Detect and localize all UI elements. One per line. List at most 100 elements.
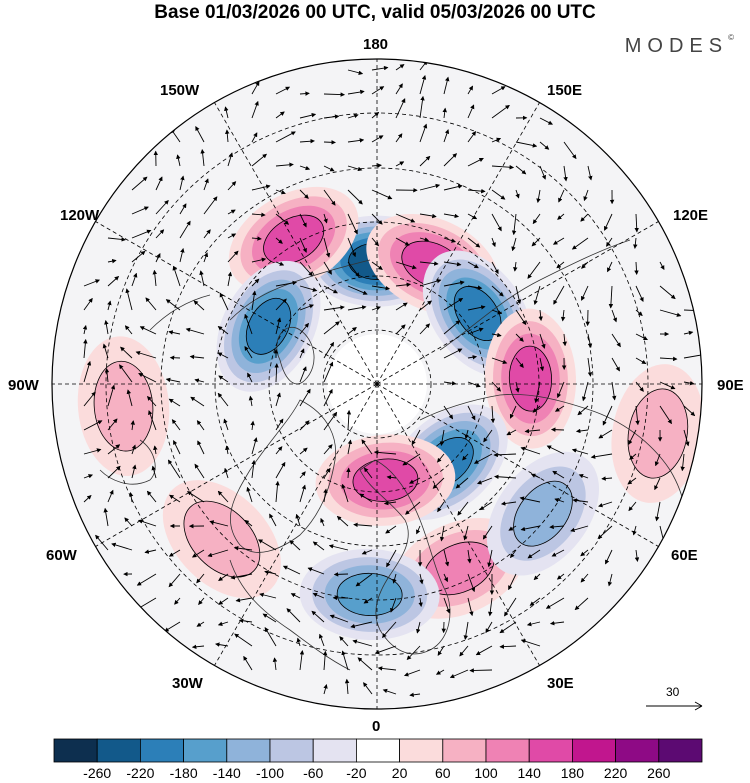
wind-arrow xyxy=(395,64,405,71)
wind-arrow xyxy=(131,176,148,191)
wind-arrow xyxy=(633,237,638,249)
wind-arrow xyxy=(491,357,508,364)
wind-arrow xyxy=(371,285,391,291)
wind-arrow xyxy=(165,299,181,311)
brand-name: MODES xyxy=(624,35,729,57)
wind-arrow xyxy=(683,405,696,417)
wind-arrow xyxy=(488,597,493,617)
wind-arrow xyxy=(347,138,365,143)
wind-arrow xyxy=(275,162,294,167)
wind-arrow xyxy=(227,209,236,215)
wind-arrow xyxy=(515,309,527,326)
wind-arrow xyxy=(419,278,442,287)
wind-arrow xyxy=(611,309,618,323)
wind-arrow xyxy=(169,494,181,503)
wind-arrow xyxy=(347,237,357,258)
wind-arrow xyxy=(107,237,126,242)
wind-arrow xyxy=(467,597,474,617)
wind-arrow xyxy=(333,572,349,577)
wind-arrow xyxy=(499,621,517,634)
label-lon-90e: 90E xyxy=(717,377,744,394)
wind-arrow xyxy=(608,285,614,309)
wind-arrow xyxy=(323,341,334,359)
wind-arrow xyxy=(439,429,445,447)
wind-arrow xyxy=(246,486,253,503)
wind-arrow xyxy=(563,165,568,182)
wind-arrow xyxy=(500,501,517,506)
wind-arrow xyxy=(554,405,565,412)
wind-arrow xyxy=(299,322,309,335)
wind-arrow xyxy=(251,290,257,311)
wind-arrow xyxy=(419,300,432,311)
wind-arrow xyxy=(419,573,424,585)
wind-arrow xyxy=(580,573,589,583)
wind-arrow xyxy=(363,467,373,479)
wind-arrow xyxy=(659,309,682,317)
wind-arrow xyxy=(405,501,421,515)
wind-arrow xyxy=(102,343,109,359)
wind-arrow xyxy=(515,333,524,342)
wind-arrow xyxy=(467,355,478,360)
wind-arrow xyxy=(275,280,298,287)
wind-arrow xyxy=(510,549,517,559)
wind-arrow xyxy=(131,464,137,479)
wind-arrow xyxy=(437,453,445,463)
wind-arrow xyxy=(580,213,589,222)
wind-arrow xyxy=(137,519,157,527)
wind-arrow xyxy=(347,261,360,278)
wind-arrow xyxy=(272,657,278,671)
wind-arrow xyxy=(83,338,88,359)
wind-arrow xyxy=(611,357,620,372)
wind-arrow xyxy=(411,429,421,446)
wind-arrow xyxy=(347,89,365,95)
wind-arrow xyxy=(146,490,157,503)
wind-arrow xyxy=(604,213,613,231)
wind-arrow xyxy=(243,655,253,671)
wind-arrow xyxy=(323,411,338,431)
wind-arrow xyxy=(395,302,408,311)
wind-arrow xyxy=(597,525,613,540)
wind-arrow xyxy=(395,98,406,119)
wind-arrow xyxy=(189,354,205,360)
wind-arrow xyxy=(463,525,469,541)
wind-arrow xyxy=(299,189,309,199)
wind-arrow xyxy=(203,229,211,239)
wind-arrow xyxy=(683,330,694,336)
wind-arrow xyxy=(299,261,313,277)
wind-arrow xyxy=(377,666,397,671)
wind-arrow xyxy=(199,270,205,287)
wind-arrow xyxy=(386,549,397,568)
wind-arrow xyxy=(491,86,506,95)
wind-arrow xyxy=(602,405,613,426)
wind-arrow xyxy=(578,473,589,479)
wind-arrow xyxy=(443,381,457,386)
wind-arrow xyxy=(455,477,469,489)
wind-arrow xyxy=(139,326,157,335)
wind-arrow xyxy=(487,549,493,568)
wind-arrow xyxy=(194,463,205,479)
label-lon-150e: 150E xyxy=(547,82,583,99)
wind-arrow xyxy=(443,597,451,614)
wind-arrow xyxy=(477,477,493,485)
wind-arrow xyxy=(683,380,695,386)
wind-arrow xyxy=(219,292,229,311)
wind-arrow xyxy=(467,104,475,119)
label-lon-120e: 120E xyxy=(673,207,709,224)
wind-arrow xyxy=(493,452,517,458)
wind-arrow xyxy=(144,549,157,554)
wind-arrow xyxy=(151,465,157,479)
wind-arrow xyxy=(467,85,473,95)
wind-arrow xyxy=(545,597,565,609)
wind-arrow xyxy=(419,183,441,191)
wind-arrow xyxy=(395,133,403,143)
wind-arrow xyxy=(390,597,397,613)
wind-arrow xyxy=(227,233,237,239)
wind-arrow xyxy=(587,333,593,349)
wind-arrow xyxy=(104,367,110,383)
meridian-line xyxy=(214,383,378,666)
wind-arrow xyxy=(504,597,517,617)
wind-arrow xyxy=(526,621,541,627)
wind-arrow xyxy=(323,683,328,695)
wind-arrow xyxy=(176,154,181,167)
wind-arrow xyxy=(148,410,157,431)
